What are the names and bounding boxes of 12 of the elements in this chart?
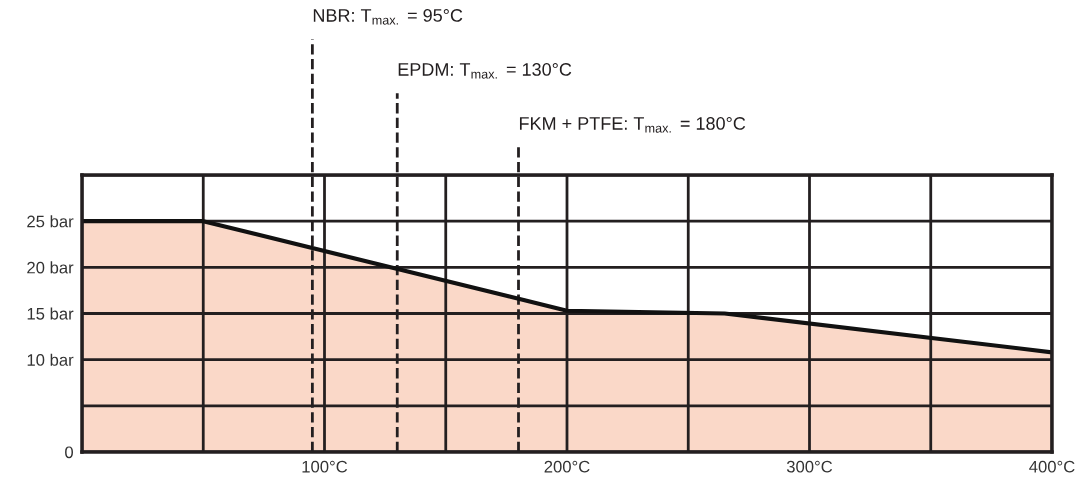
- y-tick-label: 20 bar: [27, 261, 74, 274]
- y-tick-label: 0: [65, 446, 74, 459]
- x-tick-label: 400°C: [1029, 460, 1075, 473]
- y-tick-label: 10 bar: [27, 353, 74, 366]
- x-tick-label: 300°C: [786, 460, 833, 473]
- x-tick-label: 200°C: [544, 460, 590, 473]
- y-tick-label: 25 bar: [27, 215, 74, 228]
- ref-line-label: EPDM: T$_{max.}$ = 130°C: [398, 63, 572, 79]
- x-tick-label: 100°C: [302, 460, 348, 473]
- ref-line-label: FKM + PTFE: T$_{max.}$ = 180°C: [519, 117, 746, 133]
- y-tick-label: 15 bar: [27, 307, 74, 320]
- ref-line-label: NBR: T$_{max.}$ = 95°C: [313, 9, 463, 25]
